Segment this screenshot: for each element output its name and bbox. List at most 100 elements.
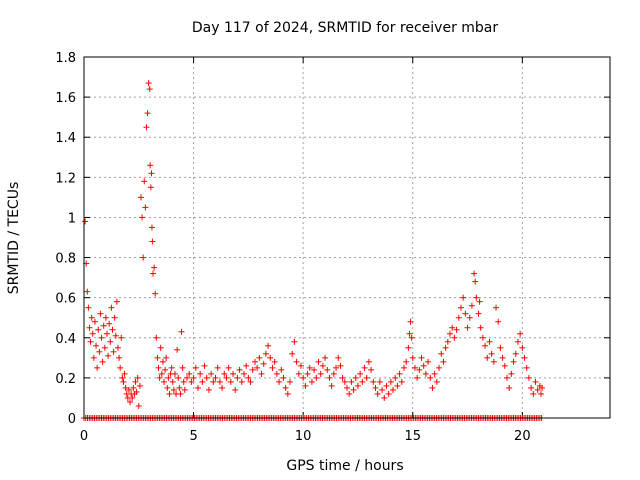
data-point — [376, 378, 383, 385]
data-point — [506, 384, 513, 391]
data-point — [111, 314, 118, 321]
data-point — [319, 362, 326, 369]
data-point — [227, 378, 234, 385]
data-point — [300, 374, 307, 381]
data-point — [363, 374, 370, 381]
data-point — [119, 374, 126, 381]
data-point — [178, 328, 185, 335]
data-point — [256, 354, 263, 361]
data-point — [157, 344, 164, 351]
data-point — [383, 382, 390, 389]
y-tick-label: 1.6 — [55, 91, 76, 106]
data-point — [129, 394, 136, 401]
data-point — [280, 374, 287, 381]
data-point — [438, 350, 445, 357]
data-point — [335, 354, 342, 361]
chart-title: Day 117 of 2024, SRMTID for receiver mba… — [192, 20, 499, 36]
data-point — [357, 370, 364, 377]
data-point — [166, 390, 173, 397]
data-point — [348, 378, 355, 385]
data-point — [407, 318, 414, 325]
data-point — [93, 342, 100, 349]
data-point — [247, 378, 254, 385]
data-point — [475, 310, 482, 317]
data-point — [471, 270, 478, 277]
data-points — [81, 80, 546, 421]
data-point — [208, 370, 215, 377]
data-point — [150, 270, 157, 277]
data-point — [532, 378, 539, 385]
data-point — [390, 386, 397, 393]
data-point — [499, 354, 506, 361]
data-point — [472, 278, 479, 285]
data-point — [156, 374, 163, 381]
data-point — [372, 384, 379, 391]
data-point — [165, 374, 172, 381]
data-point — [149, 238, 156, 245]
data-point — [225, 364, 232, 371]
data-point — [324, 366, 331, 373]
x-tick-label: 15 — [404, 429, 421, 444]
data-point — [148, 224, 155, 231]
data-point — [118, 334, 125, 341]
data-point — [230, 370, 237, 377]
data-point — [90, 354, 97, 361]
data-point — [273, 370, 280, 377]
data-point — [440, 358, 447, 365]
y-tick-label: 1.4 — [55, 131, 76, 146]
data-point — [344, 384, 350, 391]
data-point — [539, 384, 546, 391]
data-point — [158, 370, 165, 377]
data-point — [127, 398, 134, 405]
data-point — [295, 370, 302, 377]
data-point — [433, 378, 440, 385]
data-point — [359, 378, 366, 385]
data-point — [260, 360, 267, 367]
data-point — [163, 354, 170, 361]
x-tick-label: 20 — [514, 429, 531, 444]
data-point — [108, 304, 115, 311]
data-point — [201, 362, 208, 369]
y-tick-label: 0 — [68, 412, 76, 427]
data-point — [523, 364, 530, 371]
y-tick-label: 0.2 — [55, 372, 76, 387]
data-point — [151, 264, 158, 271]
data-point — [174, 346, 181, 353]
data-point — [177, 390, 184, 397]
data-point — [85, 304, 92, 311]
data-point — [519, 344, 526, 351]
data-point — [317, 370, 324, 377]
data-point — [184, 374, 191, 381]
data-point — [133, 388, 140, 395]
data-point — [216, 378, 223, 385]
data-point — [361, 364, 368, 371]
data-point — [333, 364, 340, 371]
y-tick-label: 1.2 — [55, 171, 76, 186]
data-point — [130, 384, 137, 391]
data-point — [374, 390, 381, 397]
data-point — [482, 342, 489, 349]
data-point — [521, 354, 528, 361]
data-point — [122, 384, 129, 391]
data-point — [140, 254, 147, 261]
data-point — [282, 384, 289, 391]
data-point — [176, 384, 183, 391]
data-point — [82, 218, 89, 225]
data-point — [112, 332, 119, 339]
data-point — [315, 358, 322, 365]
data-point — [514, 338, 521, 345]
data-point — [400, 364, 407, 371]
data-point — [306, 364, 313, 371]
data-point — [155, 364, 162, 371]
data-point — [97, 310, 104, 317]
data-point — [418, 354, 425, 361]
data-point — [159, 358, 166, 365]
data-point — [365, 358, 372, 365]
data-point — [460, 294, 467, 301]
plot-frame — [83, 56, 611, 419]
data-point — [486, 338, 493, 345]
data-point — [251, 358, 258, 365]
data-point — [89, 330, 96, 337]
data-point — [94, 364, 101, 371]
y-tick-label: 0.8 — [55, 252, 76, 267]
